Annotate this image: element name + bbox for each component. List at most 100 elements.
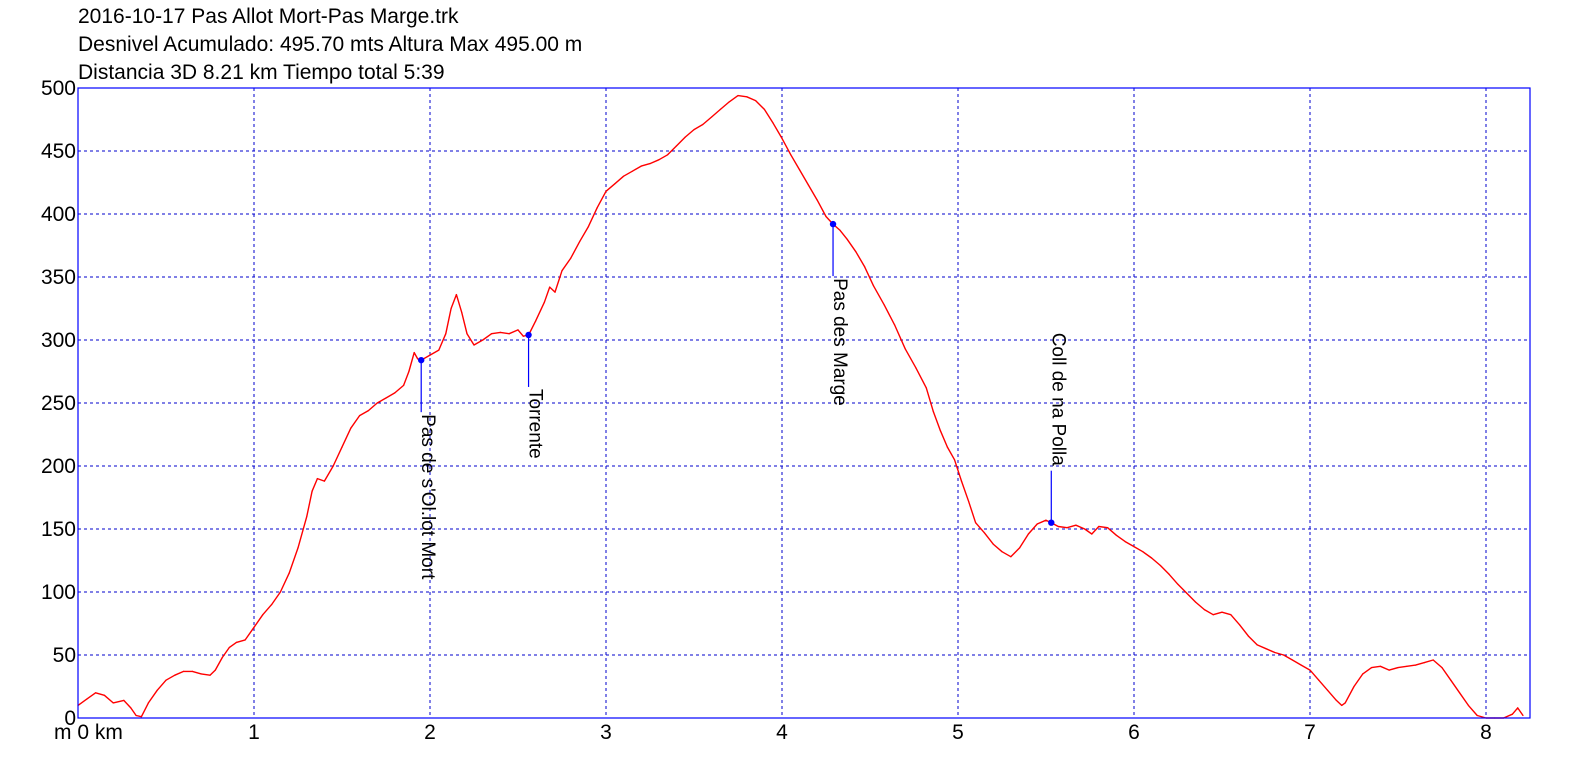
elevation-point xyxy=(1371,667,1373,669)
elevation-point xyxy=(385,397,387,399)
elevation-point xyxy=(323,480,325,482)
elevation-point xyxy=(649,163,651,165)
waypoints: Pas de s'Ol.lot Mort Torrente Pas des Marg… xyxy=(417,220,1068,580)
elevation-point xyxy=(1084,528,1086,530)
elevation-point xyxy=(1203,609,1205,611)
elevation-point xyxy=(658,159,660,161)
elevation-summary: Desnivel Acumulado: 495.70 mts Altura Ma… xyxy=(78,33,583,56)
elevation-point xyxy=(1036,523,1038,525)
elevation-point xyxy=(1467,704,1469,707)
elevation-point xyxy=(1274,651,1276,654)
track-title: 2016-10-17 Pas Allot Mort-Pas Marge.trk xyxy=(78,5,459,28)
x-tick-label: 1 xyxy=(248,721,260,744)
elevation-point xyxy=(491,333,493,335)
waypoint-marker xyxy=(525,331,532,339)
elevation-point xyxy=(408,370,410,373)
elevation-point xyxy=(244,639,246,641)
elevation-point xyxy=(1511,713,1513,715)
elevation-point xyxy=(123,699,125,702)
x-tick-label: 5 xyxy=(952,721,964,744)
elevation-point xyxy=(130,707,132,709)
elevation-point xyxy=(429,354,431,356)
elevation-point xyxy=(1133,546,1135,548)
elevation-point xyxy=(1441,667,1443,669)
elevation-point xyxy=(1091,533,1093,535)
elevation-point xyxy=(939,430,942,432)
x-tick-label: 8 xyxy=(1480,721,1492,744)
elevation-point xyxy=(1066,527,1068,529)
elevation-point xyxy=(341,446,343,448)
waypoint-label: Coll de na Polla xyxy=(1047,333,1068,467)
elevation-point xyxy=(946,446,949,448)
elevation-point xyxy=(825,215,827,218)
elevation-point xyxy=(1450,679,1452,681)
elevation-point xyxy=(1010,556,1012,558)
elevation-point xyxy=(445,333,447,335)
elevation-point xyxy=(1239,624,1241,626)
elevation-point xyxy=(1353,685,1355,688)
elevation-point xyxy=(675,145,678,147)
elevation-point xyxy=(640,165,642,167)
elevation-point xyxy=(499,331,501,333)
elevation-point xyxy=(376,402,378,404)
elevation-point xyxy=(1309,669,1311,671)
elevation-point xyxy=(1283,654,1285,656)
elevation-point xyxy=(332,465,334,467)
elevation-point xyxy=(953,459,956,461)
elevation-point xyxy=(461,311,463,313)
elevation-point xyxy=(1159,564,1161,567)
elevation-point xyxy=(1019,547,1021,549)
elevation-point xyxy=(350,427,352,429)
elevation-point xyxy=(228,646,230,649)
elevation-point xyxy=(1476,714,1478,717)
elevation-point xyxy=(311,490,313,492)
elevation-point xyxy=(543,301,546,303)
waypoint-marker xyxy=(829,220,837,228)
elevation-point xyxy=(693,129,695,131)
elevation-point xyxy=(306,515,308,518)
elevation-point xyxy=(417,358,419,360)
x-tick-label: 7 xyxy=(1304,721,1316,744)
x-tick-label: m 0 km xyxy=(54,721,123,744)
elevation-point xyxy=(1265,648,1267,650)
elevation-point xyxy=(623,175,625,177)
elevation-point xyxy=(719,108,722,110)
elevation-point xyxy=(1327,689,1329,691)
elevation-point xyxy=(367,410,369,412)
elevation-point xyxy=(1057,525,1059,528)
elevation-point xyxy=(165,679,167,681)
elevation-point xyxy=(1362,673,1364,675)
elevation-point xyxy=(839,229,841,231)
elevation-point xyxy=(1177,583,1179,586)
y-tick-label: 400 xyxy=(41,203,76,226)
elevation-point xyxy=(1098,525,1100,528)
elevation-point xyxy=(1379,665,1381,667)
elevation-point xyxy=(253,626,255,628)
elevation-point xyxy=(1027,533,1029,535)
elevation-point xyxy=(1517,707,1519,709)
elevation-point xyxy=(561,270,563,272)
elevation-point xyxy=(1397,667,1399,669)
elevation-point xyxy=(781,137,783,139)
elevation-point xyxy=(667,154,669,156)
elevation-point xyxy=(1459,692,1461,694)
x-tick-label: 6 xyxy=(1128,721,1140,744)
elevation-point xyxy=(359,415,361,417)
elevation-point xyxy=(279,591,281,593)
elevation-point xyxy=(1107,527,1109,529)
elevation-point xyxy=(209,674,211,676)
elevation-point xyxy=(86,698,88,700)
elevation-point xyxy=(522,335,524,337)
elevation-point xyxy=(413,352,415,354)
elevation-point xyxy=(746,96,748,98)
elevation-point xyxy=(807,184,810,186)
elevation-point xyxy=(191,670,193,673)
elevation-point xyxy=(1075,524,1077,526)
elevation-point xyxy=(1344,702,1346,704)
waypoint-marker xyxy=(418,356,425,364)
elevation-point xyxy=(596,207,598,209)
elevation-point xyxy=(103,694,105,696)
elevation-point xyxy=(95,692,97,694)
elevation-point xyxy=(1115,534,1117,536)
